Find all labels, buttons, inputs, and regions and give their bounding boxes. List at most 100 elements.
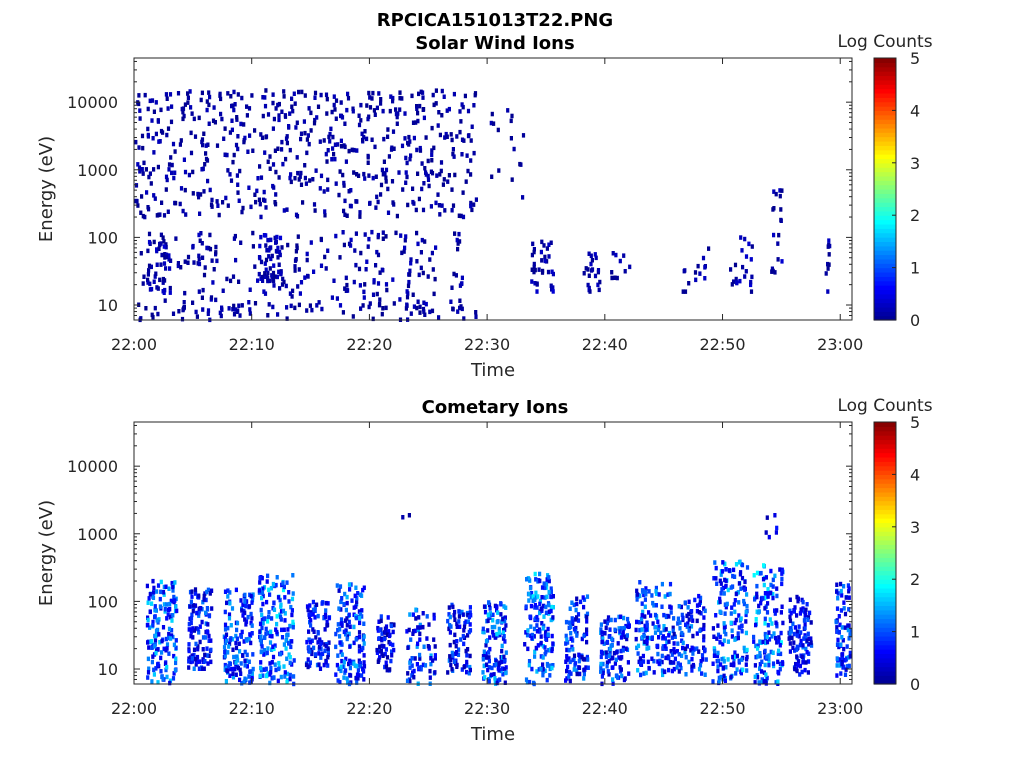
heatmap-cell	[333, 142, 337, 147]
heatmap-cell	[146, 272, 150, 277]
heatmap-cell	[550, 633, 554, 639]
heatmap-cell	[388, 641, 392, 647]
heatmap-cell	[422, 181, 426, 186]
heatmap-cell	[391, 95, 395, 101]
x-tick-label: 22:20	[346, 699, 392, 718]
heatmap-cell	[167, 631, 171, 637]
y-tick-label: 10	[98, 296, 118, 315]
heatmap-cell	[291, 573, 295, 578]
heatmap-cell	[772, 663, 776, 669]
heatmap-cell	[140, 167, 144, 172]
heatmap-cell	[415, 106, 419, 111]
heatmap-cell	[378, 644, 382, 650]
heatmap-cell	[749, 282, 753, 288]
heatmap-cell	[733, 262, 738, 268]
heatmap-cell	[394, 230, 398, 236]
heatmap-cell	[138, 116, 142, 121]
heatmap-cell	[384, 664, 389, 669]
heatmap-cell	[503, 639, 507, 644]
heatmap-cell	[690, 645, 694, 651]
colorbar-tick-label: 5	[910, 49, 920, 68]
colorbar-swatch	[874, 285, 896, 291]
colorbar-swatch	[874, 670, 896, 676]
heatmap-cell	[167, 162, 172, 167]
heatmap-cell	[224, 679, 228, 684]
heatmap-cell	[840, 635, 844, 640]
heatmap-cell	[342, 180, 346, 186]
heatmap-cell	[296, 170, 300, 176]
heatmap-cell	[362, 134, 366, 140]
heatmap-cell	[334, 98, 339, 103]
heatmap-cell	[168, 601, 172, 607]
heatmap-cell	[660, 659, 664, 665]
heatmap-cell	[282, 664, 286, 669]
heatmap-cell	[720, 587, 724, 592]
heatmap-cell	[290, 608, 294, 613]
heatmap-cell	[137, 93, 141, 98]
heatmap-cell	[755, 594, 759, 600]
heatmap-cell	[425, 636, 429, 641]
heatmap-cell	[336, 142, 340, 147]
heatmap-cell	[843, 672, 848, 677]
heatmap-cell	[527, 591, 531, 597]
heatmap-cell	[464, 648, 468, 654]
heatmap-cell	[271, 162, 276, 167]
heatmap-cell	[847, 663, 851, 669]
heatmap-cell	[293, 268, 297, 273]
heatmap-cell	[227, 663, 231, 669]
heatmap-cell	[258, 621, 263, 627]
heatmap-cell	[549, 283, 553, 288]
heatmap-cell	[251, 592, 255, 597]
heatmap-cell	[542, 581, 546, 586]
heatmap-cell	[722, 659, 726, 664]
heatmap-cell	[170, 104, 174, 109]
heatmap-cell	[752, 634, 756, 640]
heatmap-cell	[440, 88, 444, 94]
heatmap-cell	[197, 261, 202, 267]
colorbar-swatch	[874, 601, 896, 606]
heatmap-cell	[656, 651, 660, 657]
heatmap-cell	[429, 653, 433, 658]
heatmap-cell	[343, 591, 347, 597]
heatmap-cell	[451, 151, 455, 157]
heatmap-cell	[740, 657, 744, 662]
x-axis-label: Time	[470, 724, 515, 745]
heatmap-cell	[455, 237, 459, 243]
heatmap-cell	[415, 147, 419, 153]
heatmap-cell	[273, 148, 277, 153]
heatmap-cell	[182, 157, 186, 162]
heatmap-cell	[207, 633, 211, 639]
heatmap-cell	[137, 145, 141, 150]
heatmap-cell	[144, 306, 148, 311]
heatmap-cell	[681, 289, 685, 294]
heatmap-cell	[530, 267, 534, 272]
heatmap-cell	[357, 113, 361, 118]
heatmap-cell	[504, 605, 508, 610]
heatmap-cell	[326, 646, 330, 651]
heatmap-cell	[549, 589, 553, 594]
heatmap-cell	[544, 610, 548, 616]
heatmap-cell	[702, 626, 706, 632]
heatmap-cell	[197, 593, 201, 598]
heatmap-cell	[418, 652, 422, 658]
heatmap-cell	[136, 203, 140, 208]
heatmap-cell	[826, 244, 830, 249]
colorbar-swatch	[874, 254, 896, 260]
heatmap-cell	[472, 103, 476, 108]
heatmap-cell	[186, 91, 190, 96]
heatmap-cell	[289, 172, 293, 177]
heatmap-cell	[347, 612, 351, 618]
heatmap-cell	[780, 581, 784, 587]
heatmap-cell	[147, 174, 151, 180]
heatmap-cell	[808, 610, 812, 616]
heatmap-cell	[225, 638, 229, 644]
heatmap-cell	[287, 590, 291, 595]
heatmap-cell	[749, 289, 754, 294]
heatmap-cell	[771, 595, 775, 601]
heatmap-cell	[381, 108, 385, 114]
heatmap-cell	[724, 604, 728, 610]
heatmap-cell	[612, 650, 616, 656]
heatmap-cell	[236, 665, 240, 671]
heatmap-cell	[500, 643, 504, 649]
heatmap-cell	[395, 114, 399, 120]
